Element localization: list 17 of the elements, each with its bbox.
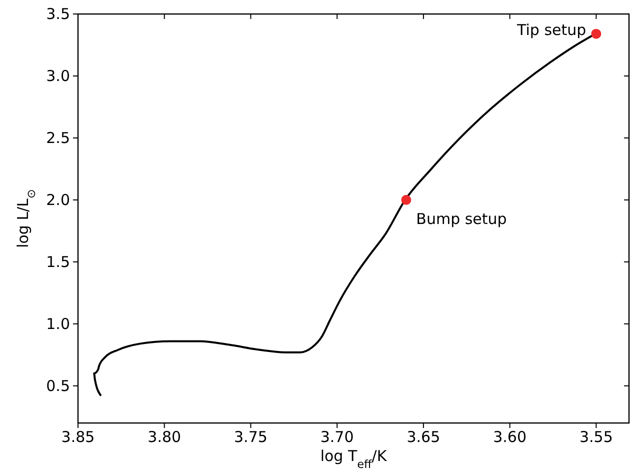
y-tick-label: 0.5 xyxy=(46,376,70,395)
annotation: Bump setup xyxy=(416,210,507,228)
y-tick-label: 3.5 xyxy=(46,5,70,23)
x-tick-label: 3.80 xyxy=(148,428,182,446)
x-axis-title: log T$_{eff}$/K xyxy=(320,447,388,470)
x-tick-label: 3.65 xyxy=(406,428,440,446)
x-tick-label: 3.55 xyxy=(579,428,613,446)
y-tick-label: 1.5 xyxy=(46,252,70,271)
x-tick-label: 3.60 xyxy=(493,428,527,446)
y-tick-label: 2.0 xyxy=(46,190,70,209)
y-tick-label: 2.5 xyxy=(46,128,70,147)
x-tick-label: 3.70 xyxy=(320,428,354,446)
y-tick-label: 1.0 xyxy=(46,314,70,333)
annotation: Tip setup xyxy=(516,20,586,39)
x-tick-label: 3.85 xyxy=(61,428,95,446)
y-tick-label: 3.0 xyxy=(46,66,70,85)
x-tick-label: 3.75 xyxy=(234,428,268,446)
